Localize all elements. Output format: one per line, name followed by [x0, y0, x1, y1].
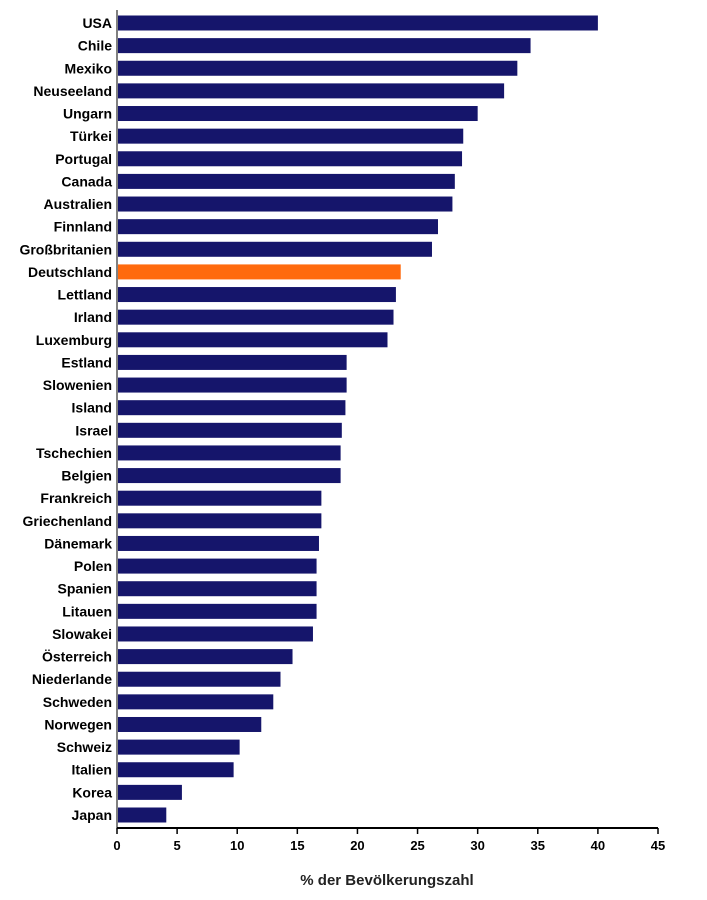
category-label: Slowenien — [43, 377, 112, 393]
x-tick-label: 35 — [531, 838, 545, 853]
bar-japan — [118, 807, 167, 823]
category-label: Chile — [78, 38, 112, 54]
bar-chile — [118, 38, 531, 54]
category-label: Frankreich — [40, 490, 112, 506]
bar-finnland — [118, 219, 438, 235]
bar-frankreich — [118, 490, 322, 506]
category-label: Japan — [72, 807, 112, 823]
category-label: Litauen — [62, 603, 112, 619]
bar-mexiko — [118, 60, 518, 76]
category-label: Dänemark — [44, 535, 112, 551]
x-tick-label: 5 — [173, 838, 180, 853]
x-tick-label: 15 — [290, 838, 304, 853]
bar-luxemburg — [118, 332, 388, 348]
bar-niederlande — [118, 671, 281, 687]
bar-schweiz — [118, 739, 240, 755]
bar-lettland — [118, 287, 396, 303]
bar-türkei — [118, 128, 464, 144]
category-label: Island — [72, 400, 112, 416]
category-label: Schweiz — [57, 739, 112, 755]
category-label: Irland — [74, 309, 112, 325]
category-label: Australien — [44, 196, 112, 212]
category-label: USA — [82, 15, 112, 31]
x-tick-label: 25 — [410, 838, 424, 853]
category-label: Polen — [74, 558, 112, 574]
bar-portugal — [118, 151, 463, 167]
category-label: Portugal — [55, 151, 112, 167]
category-label: Tschechien — [36, 445, 112, 461]
category-label: Estland — [61, 354, 112, 370]
bar-norwegen — [118, 716, 262, 732]
bar-australien — [118, 196, 453, 212]
category-label: Türkei — [70, 128, 112, 144]
category-label: Finnland — [54, 219, 112, 235]
bar-griechenland — [118, 513, 322, 529]
bar-slowakei — [118, 626, 313, 642]
bar-canada — [118, 173, 455, 189]
category-label: Israel — [75, 422, 112, 438]
category-label: Deutschland — [28, 264, 112, 280]
bar-italien — [118, 762, 234, 778]
bar-polen — [118, 558, 317, 574]
x-tick-label: 30 — [470, 838, 484, 853]
bar-usa — [118, 15, 598, 31]
bar-österreich — [118, 649, 293, 665]
category-label: Luxemburg — [36, 332, 112, 348]
category-label: Niederlande — [32, 671, 112, 687]
x-tick-label: 0 — [113, 838, 120, 853]
category-label: Spanien — [58, 581, 112, 597]
x-tick-label: 45 — [651, 838, 665, 853]
category-label: Ungarn — [63, 106, 112, 122]
category-label: Schweden — [43, 694, 112, 710]
category-label: Großbritanien — [19, 241, 112, 257]
bar-tschechien — [118, 445, 341, 461]
bar-spanien — [118, 581, 317, 597]
bar-deutschland — [118, 264, 401, 280]
bar-island — [118, 400, 346, 416]
category-label: Italien — [72, 762, 112, 778]
bar-irland — [118, 309, 394, 325]
category-label: Slowakei — [52, 626, 112, 642]
category-label: Griechenland — [23, 513, 112, 529]
x-tick-label: 40 — [591, 838, 605, 853]
category-label: Neuseeland — [33, 83, 112, 99]
bar-slowenien — [118, 377, 347, 393]
bar-neuseeland — [118, 83, 505, 99]
bar-korea — [118, 784, 182, 800]
category-label: Norwegen — [44, 716, 112, 732]
x-axis-title: % der Bevölkerungszahl — [300, 872, 473, 889]
category-label: Canada — [61, 173, 112, 189]
bar-dänemark — [118, 535, 319, 551]
bar-schweden — [118, 694, 274, 710]
bar-israel — [118, 422, 342, 438]
x-tick-label: 20 — [350, 838, 364, 853]
bar-ungarn — [118, 106, 478, 122]
bar-großbritanien — [118, 241, 432, 257]
x-tick-label: 10 — [230, 838, 244, 853]
category-label: Mexiko — [65, 60, 112, 76]
category-label: Österreich — [42, 649, 112, 665]
bar-estland — [118, 354, 347, 370]
category-label: Lettland — [58, 287, 112, 303]
bar-litauen — [118, 603, 317, 619]
category-label: Korea — [72, 784, 112, 800]
category-label: Belgien — [61, 468, 112, 484]
bar-belgien — [118, 468, 341, 484]
